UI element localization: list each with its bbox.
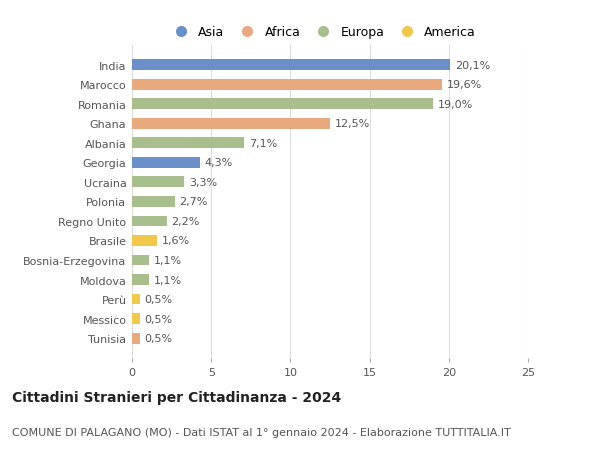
Text: 4,3%: 4,3% — [205, 158, 233, 168]
Text: 20,1%: 20,1% — [455, 61, 490, 70]
Text: 0,5%: 0,5% — [145, 334, 173, 343]
Bar — [132, 118, 330, 129]
Bar — [132, 274, 149, 285]
Text: 12,5%: 12,5% — [335, 119, 370, 129]
Text: 7,1%: 7,1% — [249, 139, 277, 148]
Bar — [132, 216, 167, 227]
Text: 19,0%: 19,0% — [438, 100, 473, 109]
Text: 2,2%: 2,2% — [172, 217, 200, 226]
Text: 1,1%: 1,1% — [154, 275, 182, 285]
Text: COMUNE DI PALAGANO (MO) - Dati ISTAT al 1° gennaio 2024 - Elaborazione TUTTITALI: COMUNE DI PALAGANO (MO) - Dati ISTAT al … — [12, 427, 511, 437]
Bar — [132, 157, 200, 168]
Bar — [132, 177, 184, 188]
Bar — [132, 60, 451, 71]
Legend: Asia, Africa, Europa, America: Asia, Africa, Europa, America — [163, 21, 481, 44]
Text: 1,6%: 1,6% — [162, 236, 190, 246]
Bar — [132, 313, 140, 325]
Bar — [132, 294, 140, 305]
Bar — [132, 99, 433, 110]
Text: Cittadini Stranieri per Cittadinanza - 2024: Cittadini Stranieri per Cittadinanza - 2… — [12, 390, 341, 404]
Text: 2,7%: 2,7% — [179, 197, 208, 207]
Text: 0,5%: 0,5% — [145, 314, 173, 324]
Text: 0,5%: 0,5% — [145, 295, 173, 304]
Bar — [132, 235, 157, 246]
Bar — [132, 255, 149, 266]
Text: 1,1%: 1,1% — [154, 256, 182, 265]
Text: 3,3%: 3,3% — [189, 178, 217, 187]
Text: 19,6%: 19,6% — [447, 80, 482, 90]
Bar — [132, 333, 140, 344]
Bar — [132, 138, 244, 149]
Bar — [132, 196, 175, 207]
Bar — [132, 79, 442, 90]
